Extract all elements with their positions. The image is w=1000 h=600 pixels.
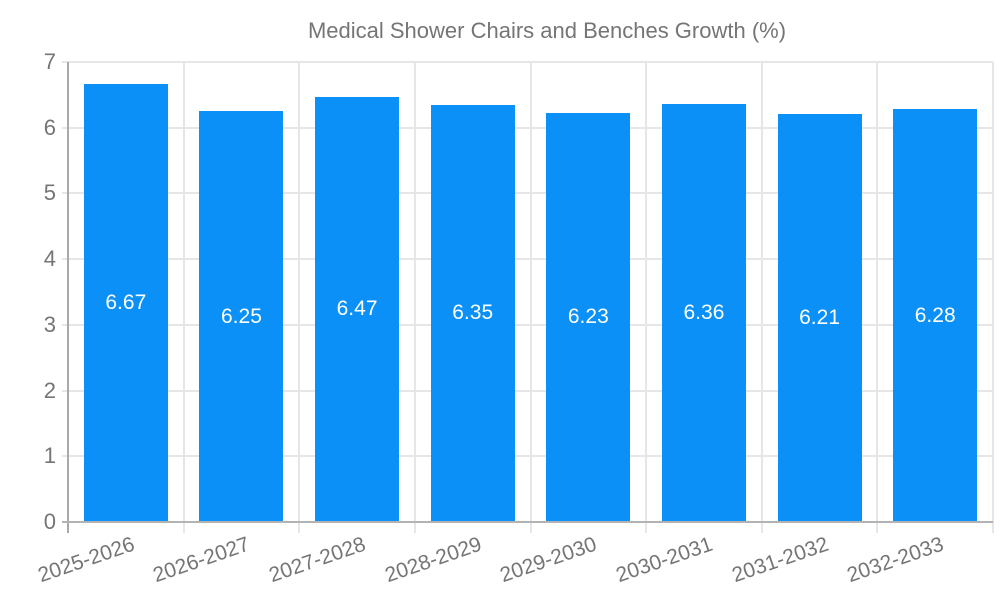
bar-value-label: 6.47 <box>336 297 378 321</box>
horizontal-gridline <box>62 126 993 129</box>
bar-value-label: 6.36 <box>683 301 725 325</box>
vertical-gridline <box>529 62 532 533</box>
vertical-gridline <box>413 62 416 533</box>
legend-label: Medical Shower Chairs and Benches Growth… <box>307 18 787 43</box>
vertical-gridline <box>992 62 994 533</box>
x-axis-baseline <box>62 521 993 523</box>
y-axis-tick-label: 7 <box>43 49 56 74</box>
bar: 6.67 <box>83 83 168 522</box>
plot-area: 0 1 2 3 4 5 6 7 6.67 6.25 6.47 6.35 6.23 6.36 6.21 6.28… <box>35 49 994 587</box>
y-axis-tick-label: 1 <box>43 443 56 469</box>
vertical-gridline <box>760 62 763 533</box>
bar: 6.35 <box>430 104 515 522</box>
y-axis-line <box>67 62 69 533</box>
horizontal-gridline <box>62 389 993 392</box>
y-axis-tick-label: 5 <box>43 180 56 206</box>
horizontal-gridline <box>62 61 993 63</box>
bar: 6.25 <box>199 111 284 522</box>
y-axis-tick-label: 0 <box>43 509 56 534</box>
bar-value-label: 6.23 <box>567 305 609 329</box>
y-axis-tick-label: 6 <box>43 114 56 140</box>
bar: 6.21 <box>777 113 862 522</box>
y-axis-tick-label: 4 <box>43 246 56 272</box>
legend-item[interactable]: Medical Shower Chairs and Benches Growth… <box>214 18 786 44</box>
bar-value-label: 6.21 <box>799 305 840 329</box>
y-axis-tick-label: 3 <box>43 311 56 337</box>
horizontal-gridline <box>62 192 993 195</box>
y-axis-tick-label: 2 <box>43 377 56 403</box>
bar: 6.47 <box>315 96 400 522</box>
bar-value-label: 6.35 <box>452 301 494 325</box>
bar-value-label: 6.28 <box>914 303 956 327</box>
vertical-gridline <box>645 62 648 533</box>
bar: 6.23 <box>546 112 631 522</box>
vertical-gridline <box>182 62 185 533</box>
legend-swatch <box>214 20 293 42</box>
horizontal-gridline <box>62 323 993 326</box>
bar: 6.28 <box>893 109 978 522</box>
chart-legend: Medical Shower Chairs and Benches Growth… <box>0 18 1000 44</box>
bar: 6.36 <box>661 104 746 522</box>
bar-value-label: 6.67 <box>105 290 147 314</box>
horizontal-gridline <box>62 455 993 458</box>
vertical-gridline <box>298 62 301 533</box>
horizontal-gridline <box>62 258 993 261</box>
bar-value-label: 6.25 <box>221 304 262 328</box>
vertical-gridline <box>876 62 879 533</box>
